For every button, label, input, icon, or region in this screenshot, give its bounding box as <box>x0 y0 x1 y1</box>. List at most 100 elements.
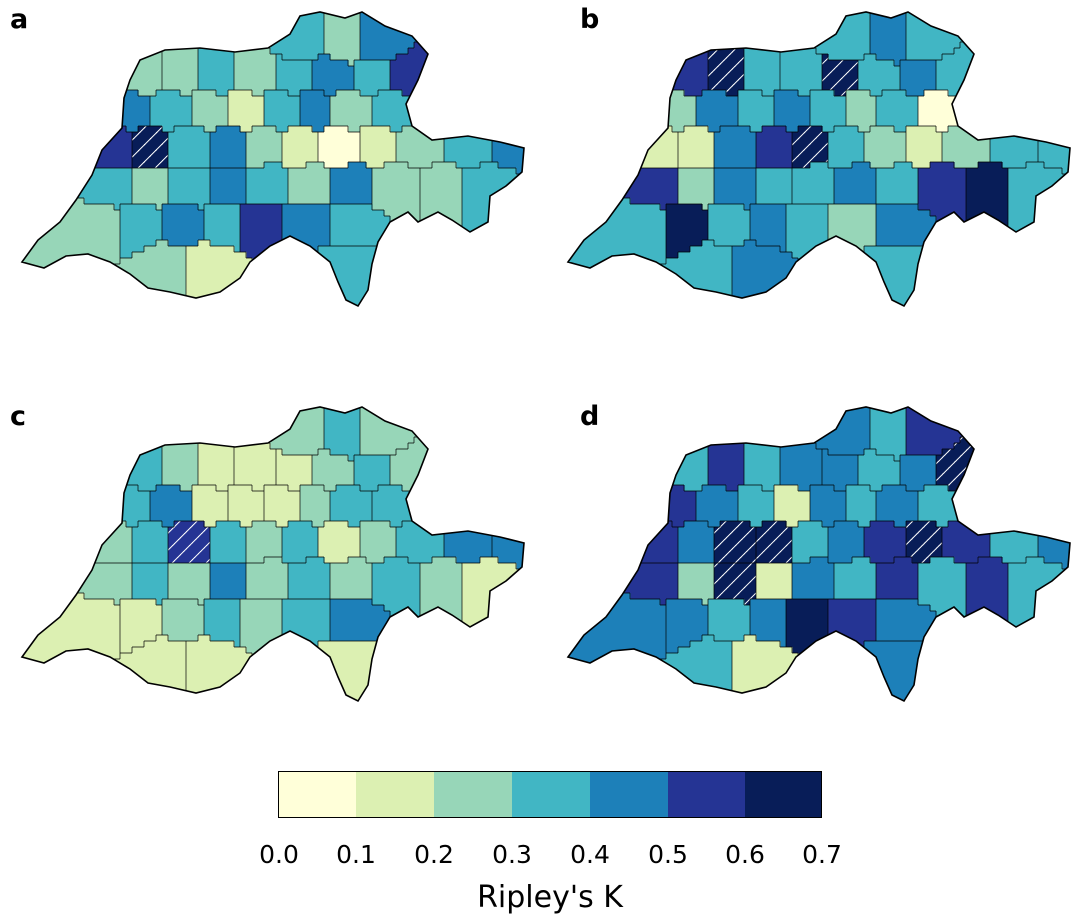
colorbar-tick: 0.4 <box>570 840 610 869</box>
canton-region <box>990 72 1039 169</box>
colorbar-frame <box>278 771 822 818</box>
canton-region <box>864 126 907 169</box>
canton-region <box>568 461 697 528</box>
canton-region <box>330 485 373 528</box>
canton-region <box>834 557 877 600</box>
canton-region <box>372 557 421 642</box>
colorbar-tick: 0.1 <box>336 840 376 869</box>
canton-region <box>246 162 289 205</box>
canton-region <box>966 162 1009 289</box>
colorbar-bin <box>278 771 356 818</box>
colorbar-title: Ripley's K <box>477 880 623 915</box>
canton-region <box>828 204 877 277</box>
colorbar-tick: 0.5 <box>648 840 688 869</box>
canton-region <box>828 599 877 672</box>
canton-region <box>282 204 331 277</box>
canton-region <box>192 90 229 133</box>
colorbar-bin <box>590 771 668 818</box>
canton-region <box>756 168 793 205</box>
colorbar-tick: 0.6 <box>725 840 765 869</box>
cantons <box>568 12 1070 306</box>
canton-region <box>750 599 787 648</box>
canton-region <box>330 557 373 600</box>
canton-region <box>846 485 877 528</box>
canton-region <box>276 641 475 701</box>
canton-region <box>300 90 331 133</box>
canton-region <box>420 557 463 684</box>
canton-region <box>696 90 739 133</box>
canton-region <box>330 162 373 205</box>
canton-region <box>990 467 1039 564</box>
canton-region <box>828 521 865 564</box>
canton-region <box>568 12 709 97</box>
canton-region <box>186 240 277 306</box>
canton-hatch <box>822 54 859 97</box>
canton-hatch <box>792 126 829 169</box>
canton-region <box>774 485 811 528</box>
panel-label-b: b <box>580 4 599 35</box>
canton-region <box>330 90 373 133</box>
canton-region <box>390 12 524 109</box>
canton-hatch <box>756 521 793 564</box>
canton-region <box>714 168 757 211</box>
canton-region <box>756 126 793 169</box>
canton-region <box>162 599 205 642</box>
canton-region <box>876 90 919 133</box>
choropleth-map-a <box>20 11 525 308</box>
canton-region <box>876 162 919 205</box>
cantons <box>568 407 1070 701</box>
canton-region <box>678 521 715 564</box>
colorbar-tick: 0.7 <box>802 840 842 869</box>
choropleth-map-d <box>566 406 1071 703</box>
canton-region <box>822 641 1021 701</box>
canton-region <box>792 521 829 564</box>
canton-region <box>714 126 757 169</box>
colorbar-bin <box>434 771 512 818</box>
canton-region <box>246 126 283 169</box>
canton-region <box>822 246 1021 306</box>
canton-region <box>774 90 811 133</box>
canton-region <box>568 581 667 701</box>
canton-region <box>846 90 877 133</box>
canton-region <box>22 407 163 492</box>
canton-region <box>312 449 355 492</box>
canton-hatch <box>714 563 757 606</box>
canton-region <box>282 599 331 672</box>
canton-region <box>318 521 361 564</box>
canton-region <box>906 126 943 169</box>
canton-region <box>568 84 679 169</box>
canton-region <box>750 204 787 253</box>
canton-region <box>568 479 679 564</box>
canton-region <box>792 162 835 205</box>
canton-region <box>876 485 919 528</box>
canton-region <box>900 60 937 97</box>
canton-region <box>264 90 301 133</box>
canton-region <box>22 12 163 97</box>
panel-label-a: a <box>10 4 28 35</box>
canton-region <box>204 204 241 253</box>
canton-region <box>420 162 463 289</box>
canton-region <box>696 485 739 528</box>
canton-region <box>708 599 751 642</box>
canton-region <box>822 449 859 492</box>
canton-region <box>210 126 247 169</box>
choropleth-map-c <box>20 406 525 703</box>
canton-region <box>22 581 121 701</box>
canton-region <box>966 557 1009 684</box>
colorbar-bin <box>668 771 745 818</box>
canton-region <box>390 407 524 504</box>
canton-region <box>22 186 121 306</box>
canton-region <box>288 557 331 600</box>
canton-hatch <box>132 126 169 169</box>
canton-region <box>276 449 313 492</box>
country-outline <box>566 11 1071 308</box>
canton-region <box>444 467 493 564</box>
canton-region <box>568 407 709 492</box>
colorbar <box>278 771 822 818</box>
canton-region <box>1038 30 1070 175</box>
canton-region <box>834 162 877 205</box>
canton-region <box>276 246 475 306</box>
canton-region <box>276 54 313 97</box>
canton-region <box>678 563 715 606</box>
canton-region <box>186 635 277 701</box>
